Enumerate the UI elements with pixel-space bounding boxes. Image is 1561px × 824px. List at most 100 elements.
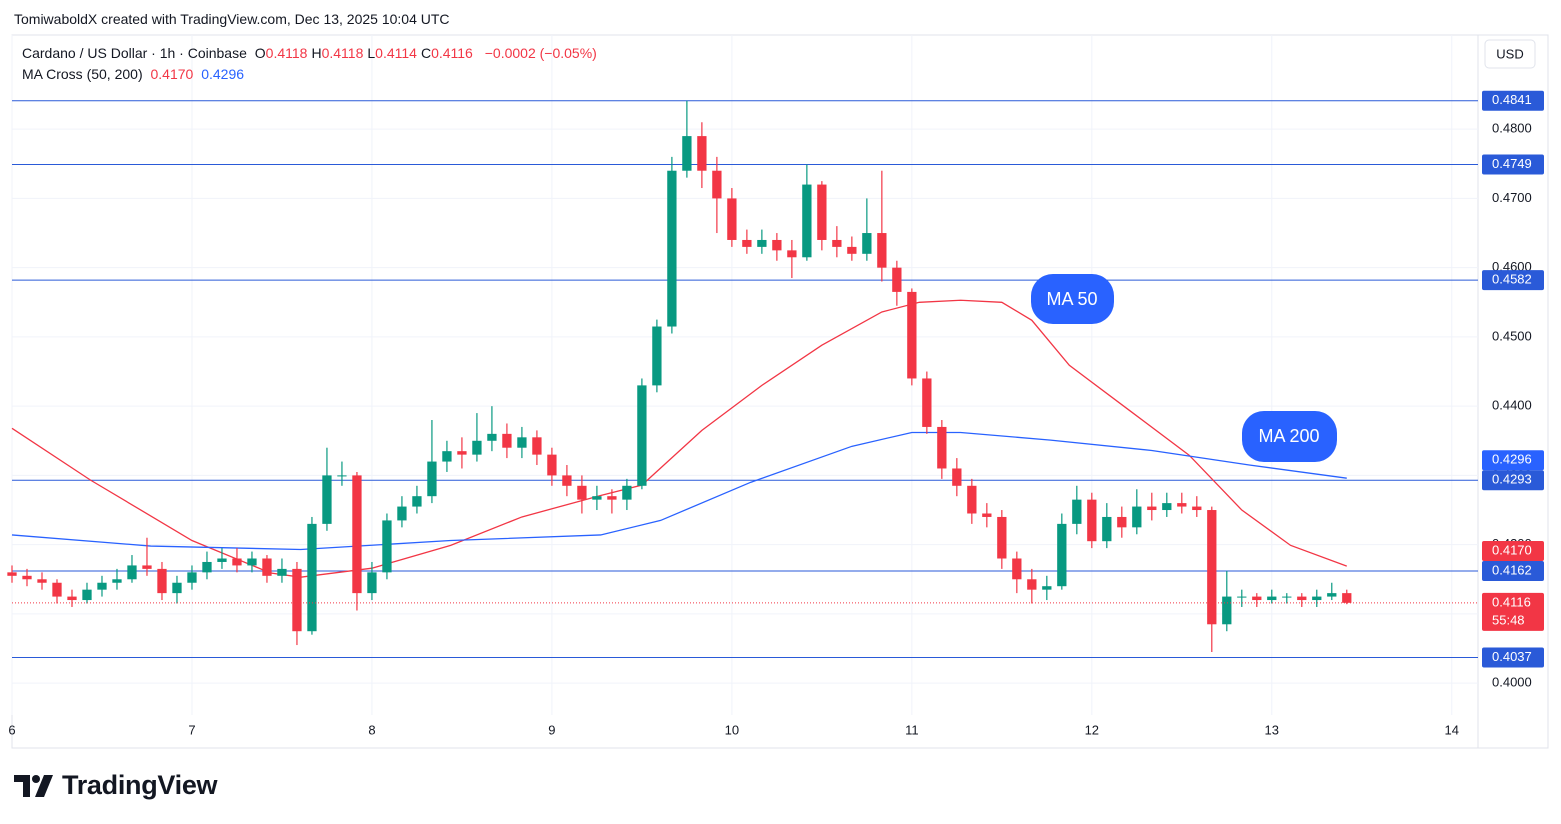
candle-body bbox=[1132, 506, 1142, 528]
candle-body bbox=[712, 170, 722, 199]
candle-body bbox=[802, 184, 812, 258]
candle-body bbox=[637, 385, 647, 486]
candle-body bbox=[1147, 506, 1157, 511]
price-tag-label: 0.4037 bbox=[1492, 649, 1532, 664]
brand-name: TradingView bbox=[62, 770, 218, 800]
candle-body bbox=[922, 378, 932, 427]
candle-body bbox=[157, 568, 167, 594]
price-tag-label: 0.4582 bbox=[1492, 272, 1532, 287]
candle-body bbox=[292, 568, 302, 632]
candle-body bbox=[487, 433, 497, 441]
candle-body bbox=[1042, 586, 1052, 590]
candle-body bbox=[217, 558, 227, 562]
x-tick-label: 11 bbox=[905, 722, 919, 737]
candle-body bbox=[472, 440, 482, 455]
candle-body bbox=[1087, 499, 1097, 542]
candle-body bbox=[772, 239, 782, 251]
ma50-badge-label: MA 50 bbox=[1046, 289, 1097, 309]
candle-body bbox=[1072, 499, 1082, 524]
chart-frame bbox=[11, 34, 1549, 749]
ohlc-value: 0.4116 bbox=[431, 45, 473, 61]
currency-label: USD bbox=[1496, 46, 1523, 61]
candle-body bbox=[322, 475, 332, 524]
ohlc: O0.4118 H0.4118 L0.4114 C0.4116 bbox=[255, 45, 477, 61]
candle-body bbox=[1312, 596, 1322, 601]
candle-body bbox=[1207, 510, 1217, 625]
candle-body bbox=[1177, 503, 1187, 507]
candle-body bbox=[337, 475, 347, 477]
indicator-name: MA Cross (50, 200) bbox=[22, 66, 143, 82]
candle-body bbox=[442, 451, 452, 462]
candle-body bbox=[367, 572, 377, 594]
candle-body bbox=[1162, 503, 1172, 511]
ohlc-value: 0.4114 bbox=[375, 45, 417, 61]
ohlc-key: O bbox=[254, 45, 266, 61]
price-tag-label: 0.4116 bbox=[1492, 594, 1531, 609]
currency-button[interactable] bbox=[1484, 39, 1536, 69]
candle-body bbox=[97, 582, 107, 590]
candle-body bbox=[247, 558, 257, 566]
candle-body bbox=[142, 565, 152, 569]
countdown: 55:48 bbox=[1492, 612, 1525, 627]
candle-body bbox=[997, 516, 1007, 559]
indicator-legend: MA Cross (50, 200) 0.4170 0.4296 bbox=[22, 66, 248, 82]
price-tag-label: 0.4749 bbox=[1492, 156, 1532, 171]
x-tick-label: 13 bbox=[1265, 722, 1279, 737]
candle-body bbox=[382, 520, 392, 573]
candle-body bbox=[517, 437, 527, 448]
candle-body bbox=[202, 561, 212, 573]
x-tick-label: 12 bbox=[1085, 722, 1099, 737]
candle-body bbox=[952, 468, 962, 486]
ohlc-key: H bbox=[311, 45, 322, 61]
candle-body bbox=[7, 572, 17, 576]
candle-body bbox=[1342, 593, 1352, 603]
candle-body bbox=[607, 496, 617, 500]
y-tick-label: 0.4400 bbox=[1492, 398, 1532, 413]
candle-body bbox=[967, 485, 977, 514]
y-tick-label: 0.4000 bbox=[1492, 675, 1532, 690]
candle-body bbox=[817, 184, 827, 240]
ohlc-key: L bbox=[367, 45, 376, 61]
candle-body bbox=[1012, 558, 1022, 580]
candle-body bbox=[307, 523, 317, 632]
price-tag bbox=[1482, 560, 1544, 581]
candle-body bbox=[1282, 596, 1292, 598]
candle-body bbox=[232, 558, 242, 566]
price-tag-label: 0.4162 bbox=[1492, 562, 1532, 577]
candle-body bbox=[52, 582, 62, 597]
ma200-badge-label: MA 200 bbox=[1258, 426, 1319, 446]
candle-body bbox=[667, 170, 677, 327]
price-tag bbox=[1482, 647, 1544, 668]
price-tag-label: 0.4293 bbox=[1492, 472, 1532, 487]
x-tick-label: 8 bbox=[368, 722, 375, 737]
price-tag-label: 0.4841 bbox=[1492, 92, 1532, 107]
x-tick-label: 6 bbox=[8, 722, 15, 737]
price-tag bbox=[1482, 592, 1544, 631]
candle-body bbox=[742, 239, 752, 247]
price-tag bbox=[1482, 154, 1544, 175]
brand: TradingView bbox=[14, 770, 218, 801]
price-tags: 0.4037 0.4116 55:48 0.4162 0.4170 0.4293 0.429… bbox=[1482, 90, 1544, 668]
candle-body bbox=[562, 475, 572, 486]
candle-body bbox=[727, 198, 737, 240]
candle-body bbox=[592, 496, 602, 500]
plot bbox=[7, 100, 1478, 659]
ohlc-key: C bbox=[420, 45, 432, 61]
candle-body bbox=[682, 136, 692, 171]
y-tick-label: 0.4700 bbox=[1492, 190, 1532, 205]
candle-body bbox=[1117, 516, 1127, 528]
candle-body bbox=[907, 291, 917, 379]
ma200-badge bbox=[1242, 411, 1337, 462]
candle-body bbox=[622, 485, 632, 500]
y-tick-label: 0.4800 bbox=[1492, 121, 1532, 136]
candle-body bbox=[1027, 579, 1037, 590]
candle-body bbox=[112, 579, 122, 583]
candle-body bbox=[787, 250, 797, 258]
candle-body bbox=[82, 589, 92, 601]
candle-body bbox=[832, 239, 842, 247]
attribution: TomiwaboldX created with TradingView.com… bbox=[14, 11, 450, 27]
ohlc-value: 0.4118 bbox=[265, 45, 308, 61]
candle-body bbox=[532, 437, 542, 455]
